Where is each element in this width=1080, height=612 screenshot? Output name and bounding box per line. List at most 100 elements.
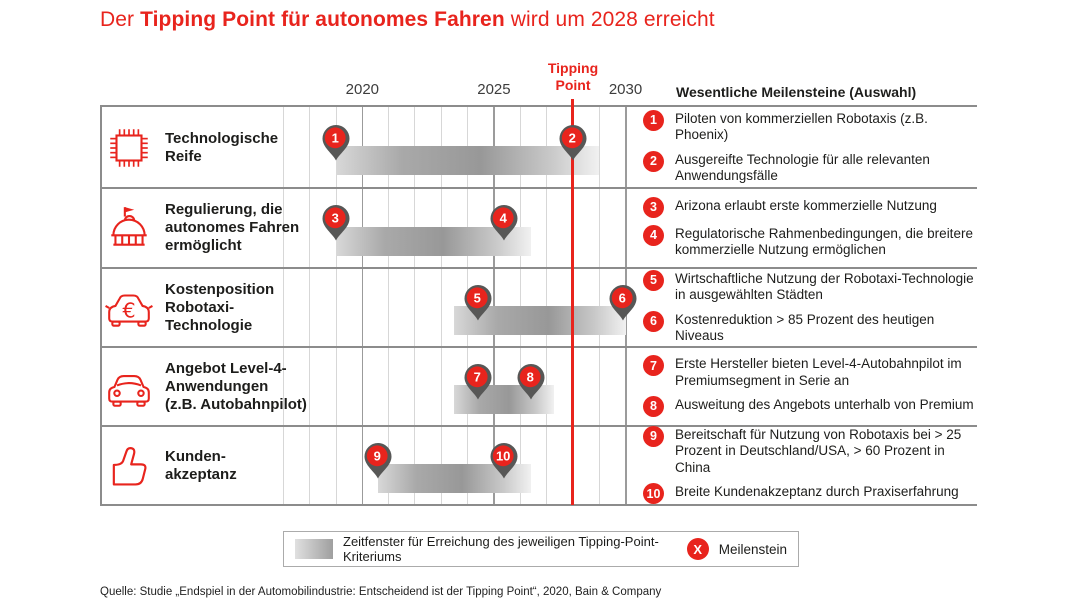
row-label: Technologische Reife: [165, 129, 279, 165]
milestone-number-badge: 5: [643, 269, 664, 291]
svg-text:9: 9: [374, 448, 381, 463]
milestone-item: 8 Ausweitung des Angebots unterhalb von P…: [643, 395, 978, 417]
marker-pin-5: 5: [463, 284, 493, 321]
row-label: Kostenposition Robotaxi- Technologie: [165, 280, 275, 334]
title-prefix: Der: [100, 8, 141, 31]
car-icon: [101, 347, 157, 426]
milestone-list: 7 Erste Hersteller bieten Level-4-Autobah…: [643, 347, 978, 426]
tipping-point-line: [571, 99, 575, 505]
milestone-list: 1 Piloten von kommerziellen Robotaxis (z.…: [643, 107, 978, 188]
gridline-2022: [414, 107, 416, 505]
row-separator: [100, 346, 977, 348]
svg-text:7: 7: [474, 369, 481, 384]
title-highlight: Tipping Point für autonomes Fahren: [140, 8, 505, 31]
milestone-item: 6 Kostenreduktion > 85 Prozent des heutig…: [643, 310, 978, 345]
milestone-text: Bereitschaft für Nutzung von Robotaxis b…: [675, 426, 962, 475]
marker-pin-9: 9: [363, 442, 393, 479]
milestone-item: 10 Breite Kundenakzeptanz durch Praxiserf…: [643, 483, 978, 505]
milestone-item: 1 Piloten von kommerziellen Robotaxis (z.…: [643, 109, 978, 144]
gridline-2021: [388, 107, 390, 505]
svg-text:2: 2: [568, 130, 575, 145]
axis-tick-2025: 2025: [477, 81, 511, 98]
gridline-2019: [335, 107, 337, 505]
marker-pin-2: 2: [558, 124, 588, 161]
svg-text:€: €: [122, 298, 135, 322]
milestone-item: 5 Wirtschaftliche Nutzung der Robotaxi-Te…: [643, 269, 978, 304]
milestone-number-badge: 1: [643, 109, 664, 131]
tipping-point-label: Tipping Point: [548, 60, 598, 94]
tipping-point-label-line2: Point: [555, 76, 591, 93]
milestone-text: Arizona erlaubt erste kommerzielle Nutzu…: [675, 197, 937, 213]
milestones-column-heading: Wesentliche Meilensteine (Auswahl): [676, 84, 917, 100]
milestone-text: Ausweitung des Angebots unterhalb von Pr…: [675, 396, 974, 412]
page-title: Der Tipping Point für autonomes Fahren w…: [100, 8, 715, 32]
gridline-2018: [309, 107, 311, 505]
title-suffix: wird um 2028 erreicht: [504, 8, 715, 31]
timeline-bar: [336, 146, 600, 175]
svg-text:3: 3: [332, 210, 339, 225]
svg-text:8: 8: [526, 369, 533, 384]
row-label: Regulierung, die autonomes Fahren ermögl…: [165, 201, 300, 254]
svg-text:1: 1: [332, 130, 339, 145]
milestone-list: 3 Arizona erlaubt erste kommerzielle Nutz…: [643, 188, 978, 268]
milestone-text: Piloten von kommerziellen Robotaxis (z.B…: [675, 110, 928, 143]
gridline-2020: [361, 107, 364, 505]
milestone-item: 2 Ausgereifte Technologie für alle releva…: [643, 150, 978, 185]
milestone-text: Ausgereifte Technologie für alle relevan…: [675, 151, 930, 183]
milestone-legend-label: Meilenstein: [718, 541, 787, 557]
milestone-number-badge: 2: [643, 150, 664, 172]
marker-pin-1: 1: [321, 124, 351, 161]
milestone-text: Kostenreduktion > 85 Prozent des heutige…: [675, 311, 935, 343]
milestone-number-badge: 4: [643, 224, 664, 246]
milestone-text: Breite Kundenakzeptanz durch Praxiserfah…: [675, 484, 959, 500]
milestone-number-badge: 9: [643, 425, 664, 447]
government-building-icon: [101, 188, 157, 268]
row-separator: [100, 187, 977, 189]
source-note: Quelle: Studie „Endspiel in der Automobi…: [100, 586, 662, 598]
row-label: Kunden- akzeptanz: [165, 447, 237, 483]
marker-pin-7: 7: [463, 363, 493, 400]
time-window-label: Zeitfenster für Erreichung des jeweilige…: [343, 534, 659, 564]
milestone-list: 5 Wirtschaftliche Nutzung der Robotaxi-Te…: [643, 268, 978, 347]
row-label: Angebot Level-4- Anwendungen (z.B. Autob…: [165, 359, 307, 413]
marker-pin-4: 4: [489, 205, 519, 241]
marker-pin-3: 3: [321, 205, 351, 241]
svg-text:6: 6: [618, 290, 625, 305]
milestone-item: 9 Bereitschaft für Nutzung von Robotaxis …: [643, 425, 978, 476]
milestone-legend-icon: X: [686, 538, 709, 560]
marker-pin-8: 8: [516, 363, 546, 400]
gridline-2017: [282, 107, 284, 505]
milestone-item: 7 Erste Hersteller bieten Level-4-Autobah…: [643, 355, 978, 389]
milestone-number-badge: 6: [643, 310, 664, 332]
svg-text:4: 4: [500, 210, 508, 225]
milestone-text: Erste Hersteller bieten Level-4-Autobahn…: [675, 356, 962, 388]
time-window-swatch: [295, 539, 333, 559]
milestone-number-badge: 10: [643, 483, 664, 505]
svg-text:5: 5: [474, 290, 481, 305]
milestone-text: Wirtschaftliche Nutzung der Robotaxi-Tec…: [675, 270, 974, 303]
gridline-2023: [440, 107, 442, 505]
milestone-text: Regulatorische Rahmenbedingungen, die br…: [675, 225, 973, 257]
table-left-border: [100, 107, 102, 505]
marker-pin-6: 6: [608, 284, 638, 321]
row-separator: [100, 504, 977, 506]
milestone-list: 9 Bereitschaft für Nutzung von Robotaxis …: [643, 425, 978, 505]
milestone-number-badge: 8: [643, 395, 664, 417]
thumbs-up-icon: [101, 426, 157, 505]
axis-tick-2020: 2020: [345, 81, 380, 98]
milestone-item: 4 Regulatorische Rahmenbedingungen, die b…: [643, 224, 978, 259]
chip-icon: [101, 107, 157, 188]
row-separator: [100, 425, 977, 427]
header-separator-line: [100, 105, 977, 107]
milestone-item: 3 Arizona erlaubt erste kommerzielle Nutz…: [643, 196, 978, 218]
axis-tick-2030: 2030: [608, 81, 643, 98]
milestone-number-badge: 7: [643, 355, 664, 377]
car-euro-icon: €: [101, 268, 157, 347]
legend: Zeitfenster für Erreichung des jeweilige…: [283, 531, 799, 567]
svg-text:10: 10: [496, 448, 510, 463]
row-separator: [100, 267, 977, 269]
tipping-point-label-line1: Tipping: [547, 60, 599, 76]
milestone-number-badge: 3: [643, 196, 664, 218]
marker-pin-10: 10: [489, 442, 519, 479]
